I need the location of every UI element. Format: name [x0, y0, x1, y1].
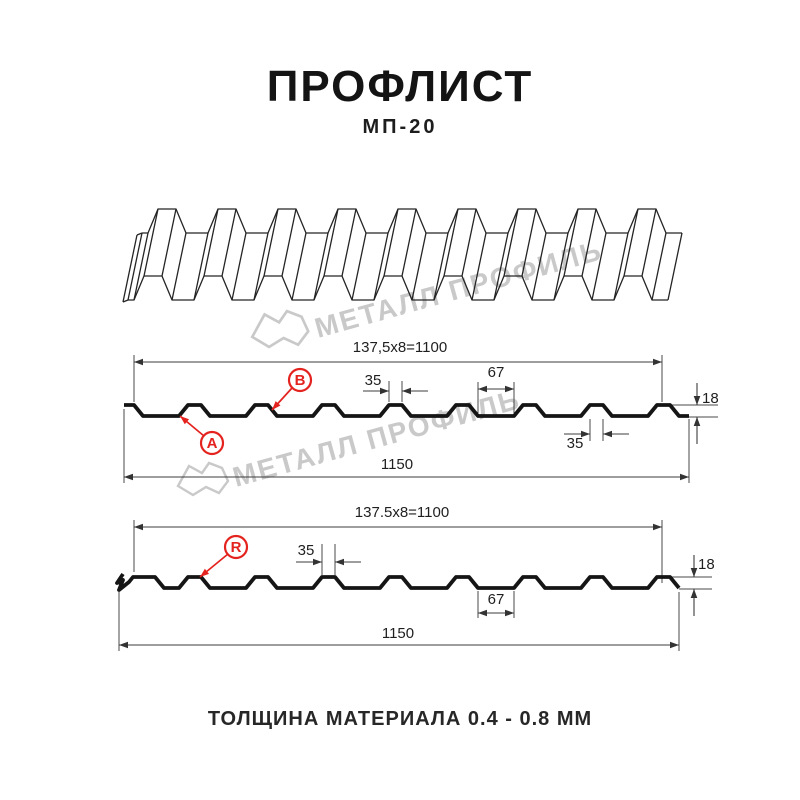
dim-height: 18: [698, 556, 715, 573]
label-a-circle: [199, 430, 225, 456]
brand-watermark-text: МЕТАЛЛ ПРОФИЛЬ: [311, 235, 605, 344]
brand-logo-watermark: [250, 309, 310, 349]
dim-pitch-total: 137.5x8=1100: [355, 504, 449, 521]
brand-watermark-text: МЕТАЛЛ ПРОФИЛЬ: [229, 384, 523, 493]
dim-height: 18: [702, 390, 719, 407]
dim-overall-width: 1150: [382, 625, 414, 642]
label-b-circle: [287, 367, 313, 393]
sheet-3d-view: [122, 208, 683, 303]
label-b: B: [295, 372, 306, 389]
dim-rib-bottom-width: 35: [567, 435, 584, 452]
dim-rib-top-width: 35: [365, 372, 382, 389]
profile-model: МП-20: [362, 116, 438, 138]
dim-overall-width: 1150: [381, 456, 413, 473]
dim-pitch-total: 137,5x8=1100: [353, 339, 447, 356]
dim-rib-top-width: 35: [298, 542, 315, 559]
label-r: R: [231, 539, 242, 556]
profile-section-ab: 137,5x8=1100 35 67 18 35 1150 A B: [123, 339, 719, 483]
label-a: A: [207, 435, 218, 452]
dim-valley-width: 67: [488, 364, 505, 381]
label-r-circle: [223, 534, 249, 560]
page-title: ПРОФЛИСТ: [266, 62, 534, 111]
brand-logo-watermark: [176, 461, 230, 497]
profile-section-r: 137.5x8=1100 35 67 18 1150 R: [115, 504, 715, 651]
material-thickness-note: ТОЛЩИНА МАТЕРИАЛА 0.4 - 0.8 ММ: [207, 708, 593, 730]
dim-valley-width: 67: [488, 591, 505, 608]
